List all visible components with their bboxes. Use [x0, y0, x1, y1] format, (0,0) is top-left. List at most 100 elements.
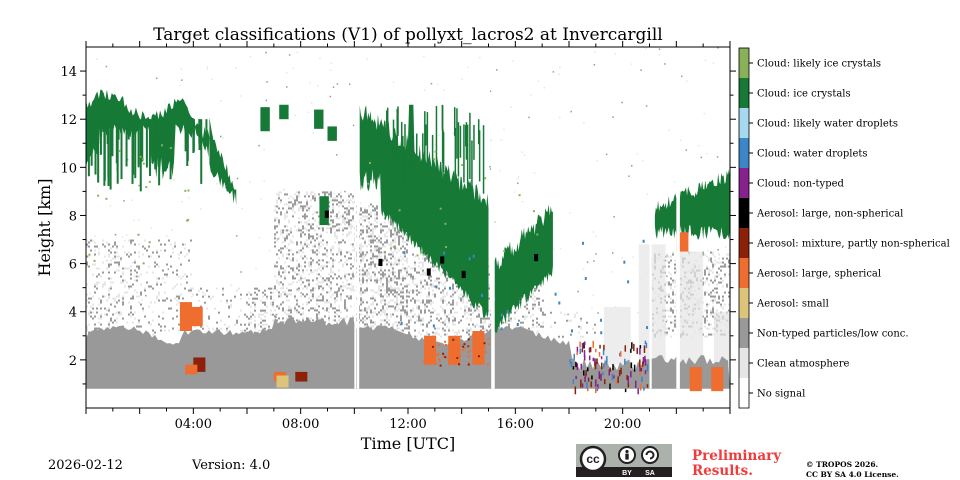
aerosol-speckle — [360, 319, 362, 322]
y-axis-label: Height [km] — [35, 179, 54, 277]
aerosol-speckle — [532, 313, 534, 316]
aerosol-speckle — [674, 323, 676, 326]
aerosol-speckle — [236, 319, 238, 322]
aerosol-speckle — [264, 293, 266, 296]
aerosol-speckle — [672, 301, 674, 304]
ice-virga — [400, 121, 403, 151]
aerosol-speckle — [172, 327, 174, 330]
aerosol-speckle — [346, 233, 348, 236]
aerosol-speckle — [284, 237, 286, 240]
aerosol-speckle — [580, 319, 582, 322]
aerosol-speckle — [106, 309, 108, 312]
aerosol-speckle — [282, 255, 284, 258]
aerosol-speckle — [340, 203, 342, 206]
aerosol-speckle — [374, 255, 376, 258]
aerosol-speckle — [472, 311, 474, 314]
aerosol-speckle — [334, 301, 336, 304]
aerosol-speckle — [722, 307, 724, 310]
noise-speckle — [685, 149, 688, 151]
aerosol-speckle — [444, 329, 446, 332]
aerosol-speckle — [340, 293, 342, 296]
aerosol-speckle — [316, 299, 318, 302]
noise-speckle — [612, 116, 614, 118]
likely-ice-speckle — [97, 194, 100, 197]
aerosol-speckle — [528, 327, 530, 330]
aerosol-speckle — [416, 315, 418, 318]
aerosol-speckle — [716, 291, 718, 294]
aerosol-speckle — [452, 321, 454, 324]
aerosol-speckle — [386, 225, 388, 228]
aerosol-speckle — [144, 247, 146, 250]
aerosol-speckle — [280, 249, 282, 252]
aerosol-speckle — [442, 291, 444, 294]
aerosol-speckle — [180, 283, 182, 286]
noise-speckle — [458, 171, 461, 174]
aerosol-speckle — [140, 283, 142, 286]
aerosol-speckle — [710, 323, 712, 326]
aerosol-speckle — [272, 303, 274, 306]
water-droplet-speckle — [584, 277, 587, 281]
aerosol-speckle — [560, 311, 562, 314]
aerosol-speckle — [456, 285, 458, 288]
aerosol-speckle — [300, 241, 302, 244]
aerosol-speckle — [706, 279, 708, 282]
aerosol-speckle — [348, 205, 350, 208]
noise-speckle — [308, 284, 310, 287]
aerosol-speckle — [316, 277, 318, 280]
aerosol-speckle — [706, 319, 708, 322]
clean-atmosphere-patch — [603, 306, 631, 365]
nonspherical-aerosol-patch — [426, 268, 431, 276]
aerosol-speckle — [336, 223, 338, 226]
aerosol-speckle — [392, 263, 394, 266]
noise-speckle — [335, 224, 338, 227]
aerosol-speckle — [134, 251, 136, 254]
mixed-cloud-speckle — [569, 359, 571, 364]
aerosol-speckle — [298, 273, 300, 276]
aerosol-speckle — [362, 257, 364, 260]
mixed-cloud-speckle — [646, 363, 649, 372]
aerosol-speckle — [310, 289, 312, 292]
noise-speckle — [500, 139, 503, 141]
aerosol-speckle — [174, 297, 176, 300]
aerosol-speckle — [296, 195, 298, 198]
aerosol-speckle — [332, 203, 334, 206]
noise-speckle — [512, 60, 514, 62]
aerosol-speckle — [488, 323, 490, 326]
aerosol-speckle — [292, 215, 294, 218]
aerosol-speckle — [290, 201, 292, 204]
aerosol-speckle — [258, 329, 260, 332]
aerosol-speckle — [406, 285, 408, 288]
aerosol-speckle — [362, 275, 364, 278]
noise-speckle — [706, 153, 708, 155]
aerosol-speckle — [432, 269, 434, 272]
aerosol-speckle — [470, 317, 472, 320]
aerosol-speckle — [434, 285, 436, 288]
aerosol-speckle — [342, 221, 344, 224]
noise-speckle — [559, 66, 561, 68]
aerosol-speckle — [430, 283, 432, 286]
mixed-cloud-speckle — [592, 340, 594, 348]
mixed-cloud-speckle — [624, 345, 627, 352]
aerosol-speckle — [264, 327, 266, 330]
aerosol-speckle — [396, 303, 398, 306]
aerosol-speckle — [718, 253, 720, 256]
aerosol-speckle — [116, 317, 118, 320]
aerosol-speckle — [274, 265, 276, 268]
aerosol-speckle — [466, 311, 468, 314]
noise-speckle — [266, 81, 268, 83]
aerosol-speckle — [382, 259, 384, 262]
aerosol-speckle — [248, 297, 250, 300]
aerosol-speckle — [248, 291, 250, 294]
aerosol-speckle — [706, 311, 708, 314]
mixed-cloud-speckle — [609, 383, 611, 390]
aerosol-speckle — [490, 309, 492, 312]
water-droplet-speckle — [506, 309, 509, 313]
aerosol-speckle-orange — [438, 360, 441, 363]
likely-ice-speckle — [398, 209, 401, 212]
aerosol-speckle — [132, 295, 134, 298]
aerosol-speckle — [708, 259, 710, 262]
aerosol-speckle — [86, 329, 88, 332]
aerosol-speckle — [366, 281, 368, 284]
aerosol-speckle — [162, 311, 164, 314]
aerosol-speckle — [712, 281, 714, 284]
